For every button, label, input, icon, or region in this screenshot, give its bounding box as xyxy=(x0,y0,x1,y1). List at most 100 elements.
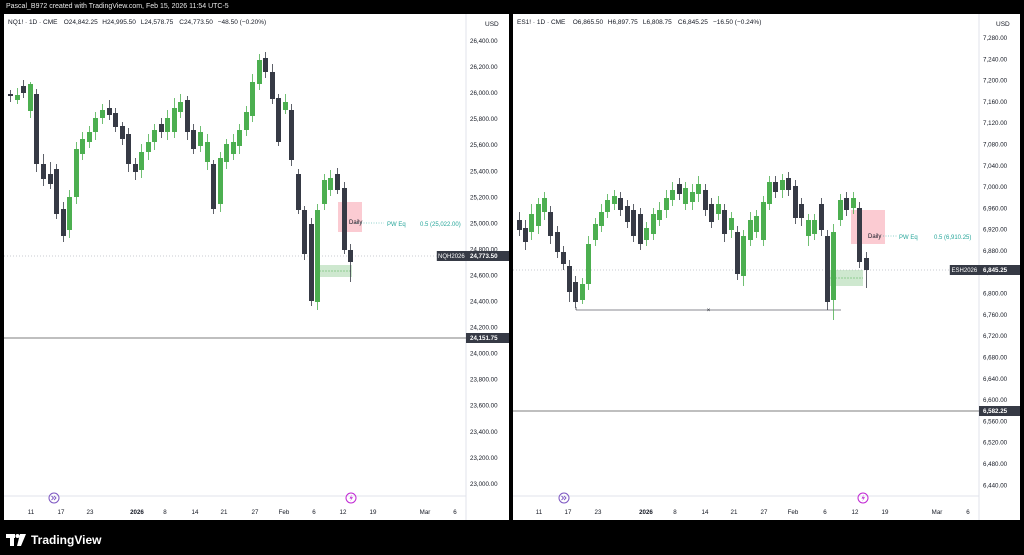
candle[interactable] xyxy=(735,226,740,280)
candle[interactable] xyxy=(586,236,591,290)
chart-legend[interactable]: ES1! · 1D · CME O6,865.50 H6,897.75 L6,808.… xyxy=(517,19,761,26)
candle[interactable] xyxy=(283,94,288,114)
candle[interactable] xyxy=(263,52,268,78)
goto-realtime-icon[interactable] xyxy=(48,492,60,504)
candle[interactable] xyxy=(211,160,216,214)
candle[interactable] xyxy=(231,134,236,160)
candle[interactable] xyxy=(638,208,643,250)
daily-zone-box[interactable] xyxy=(338,202,362,232)
lightning-icon[interactable] xyxy=(345,492,357,504)
candle[interactable] xyxy=(342,182,347,254)
candle[interactable] xyxy=(555,226,560,258)
candle[interactable] xyxy=(61,202,66,242)
candle[interactable] xyxy=(100,104,105,124)
candle[interactable] xyxy=(612,190,617,210)
candle[interactable] xyxy=(605,194,610,218)
candle[interactable] xyxy=(631,204,636,242)
candle[interactable] xyxy=(276,94,281,146)
candle[interactable] xyxy=(133,158,138,180)
candle[interactable] xyxy=(529,204,534,240)
candle[interactable] xyxy=(67,190,72,238)
candle[interactable] xyxy=(580,278,585,304)
candle[interactable] xyxy=(567,260,572,302)
candle[interactable] xyxy=(625,200,630,228)
es-chart-canvas[interactable]: ES1! · 1D · CME O6,865.50 H6,897.75 L6,808.… xyxy=(513,14,1020,520)
candle[interactable] xyxy=(302,206,307,260)
candle[interactable] xyxy=(748,212,753,246)
candle[interactable] xyxy=(107,100,112,120)
candle[interactable] xyxy=(28,82,33,118)
candle[interactable] xyxy=(573,276,578,308)
candle[interactable] xyxy=(664,190,669,218)
candle[interactable] xyxy=(806,214,811,246)
candle[interactable] xyxy=(825,230,830,310)
candle[interactable] xyxy=(709,198,714,228)
candle[interactable] xyxy=(517,212,522,236)
candle[interactable] xyxy=(548,206,553,244)
candle[interactable] xyxy=(185,96,190,140)
candle[interactable] xyxy=(542,192,547,220)
candle[interactable] xyxy=(754,210,759,238)
candle[interactable] xyxy=(15,88,20,104)
candle[interactable] xyxy=(703,184,708,216)
candle[interactable] xyxy=(315,204,320,310)
candle[interactable] xyxy=(844,192,849,216)
candle[interactable] xyxy=(741,230,746,286)
candle[interactable] xyxy=(191,124,196,154)
candle[interactable] xyxy=(348,244,353,282)
candle[interactable] xyxy=(657,202,662,226)
candle[interactable] xyxy=(80,132,85,160)
candle[interactable] xyxy=(767,176,772,210)
nq-chart-canvas[interactable]: NQ1! · 1D · CME O24,842.25 H24,995.50 L24,5… xyxy=(4,14,509,520)
lightning-icon[interactable] xyxy=(857,492,869,504)
candle[interactable] xyxy=(178,94,183,118)
candle[interactable] xyxy=(48,162,53,189)
candle[interactable] xyxy=(270,64,275,104)
candle[interactable] xyxy=(41,154,46,186)
candle[interactable] xyxy=(729,212,734,238)
chart-legend[interactable]: NQ1! · 1D · CME O24,842.25 H24,995.50 L24,5… xyxy=(8,19,266,26)
candle[interactable] xyxy=(322,174,327,210)
candle[interactable] xyxy=(670,182,675,206)
candle[interactable] xyxy=(793,180,798,224)
candle[interactable] xyxy=(773,176,778,198)
candle[interactable] xyxy=(257,54,262,90)
candle[interactable] xyxy=(244,106,249,136)
candle[interactable] xyxy=(21,80,26,98)
candle[interactable] xyxy=(786,172,791,196)
candle[interactable] xyxy=(761,196,766,246)
candle[interactable] xyxy=(864,252,869,288)
goto-realtime-icon[interactable] xyxy=(558,492,570,504)
candle[interactable] xyxy=(690,184,695,210)
candle[interactable] xyxy=(120,122,125,145)
candle[interactable] xyxy=(780,174,785,198)
candle[interactable] xyxy=(799,198,804,226)
candle[interactable] xyxy=(819,198,824,236)
candle[interactable] xyxy=(851,192,856,214)
candle[interactable] xyxy=(536,198,541,234)
candle[interactable] xyxy=(644,222,649,246)
candle[interactable] xyxy=(722,204,727,242)
candle[interactable] xyxy=(74,142,79,204)
candle[interactable] xyxy=(289,104,294,166)
candle[interactable] xyxy=(159,118,164,138)
candle[interactable] xyxy=(599,204,604,232)
candle[interactable] xyxy=(224,139,229,169)
candle[interactable] xyxy=(523,220,528,250)
candle[interactable] xyxy=(831,224,836,320)
candle[interactable] xyxy=(87,126,92,148)
chart-panel-es[interactable]: ES1! · 1D · CME O6,865.50 H6,897.75 L6,808.… xyxy=(513,14,1020,520)
candle[interactable] xyxy=(54,164,59,219)
candle[interactable] xyxy=(716,196,721,220)
candle[interactable] xyxy=(172,98,177,138)
candle[interactable] xyxy=(250,74,255,122)
candle[interactable] xyxy=(152,124,157,150)
candle[interactable] xyxy=(683,182,688,210)
candle[interactable] xyxy=(618,192,623,216)
candle[interactable] xyxy=(857,202,862,268)
daily-zone-box[interactable] xyxy=(851,210,885,244)
candle[interactable] xyxy=(205,134,210,170)
candle[interactable] xyxy=(309,218,314,306)
candle[interactable] xyxy=(113,108,118,132)
candle[interactable] xyxy=(34,89,39,172)
